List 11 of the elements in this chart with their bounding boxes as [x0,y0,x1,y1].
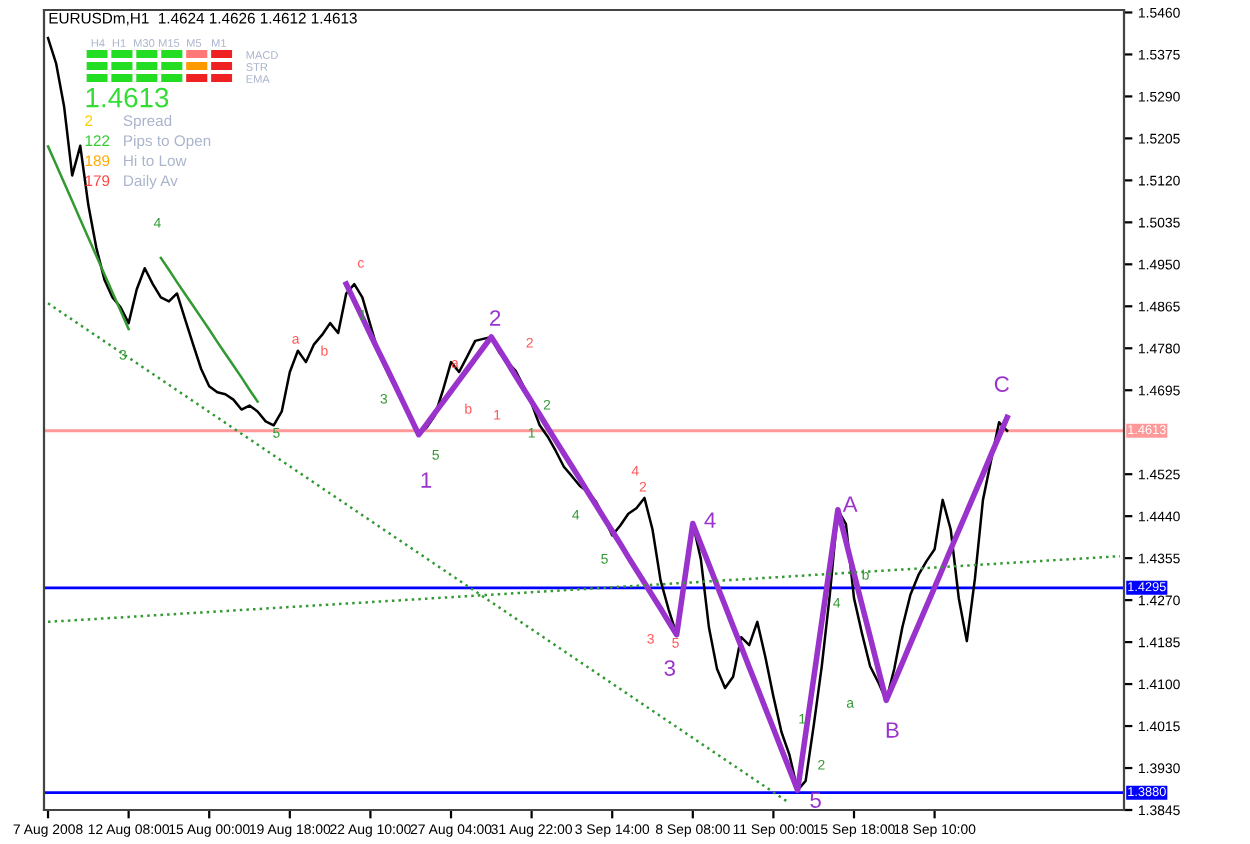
annotation: 4 [704,512,716,528]
annotation: 1.4613 [86,87,169,108]
annotation: 3 [664,660,675,676]
line-series [343,281,1010,794]
annotation: 5 [810,792,821,808]
annotation: 1 [421,472,432,488]
line-series [159,256,259,403]
annotation: B [886,722,899,738]
annotation: A [842,496,858,512]
annotation: C [994,376,1009,392]
annotation: 2 [490,310,501,326]
